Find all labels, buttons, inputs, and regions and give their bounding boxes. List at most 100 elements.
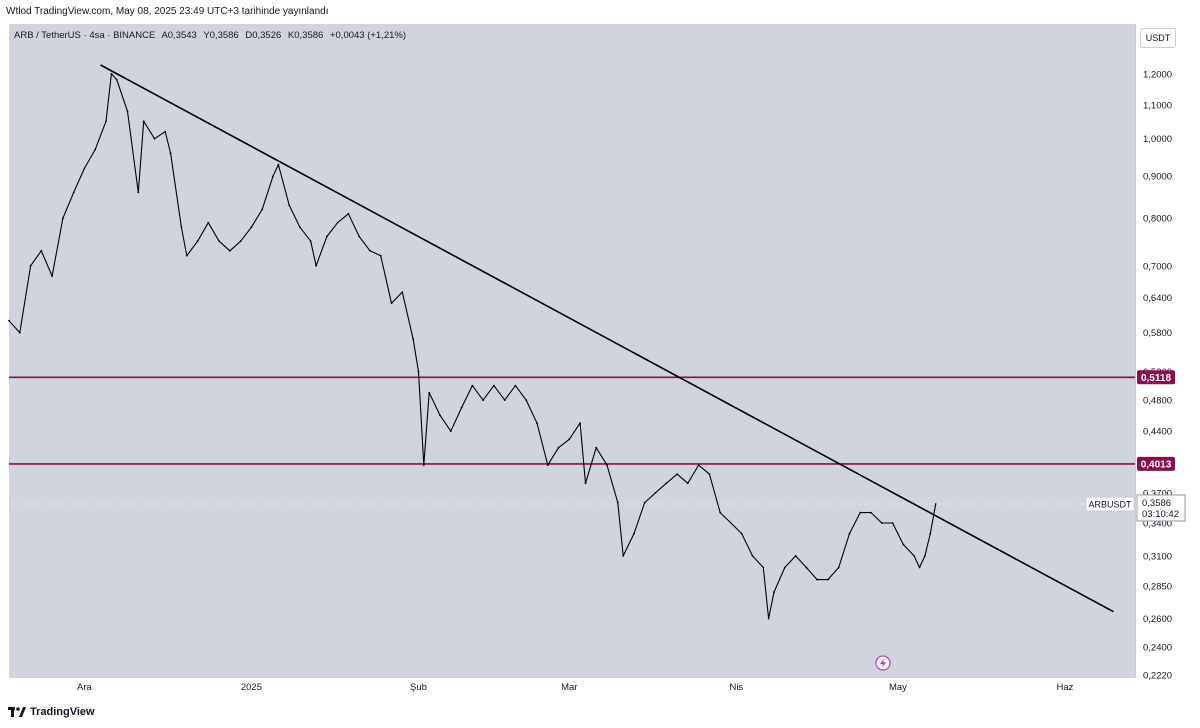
price-tick-label: 1,2000 bbox=[1143, 69, 1172, 80]
price-point-75 bbox=[751, 555, 754, 557]
price-point-95 bbox=[934, 503, 937, 505]
price-axis[interactable] bbox=[1135, 24, 1200, 678]
price-point-26 bbox=[261, 208, 264, 211]
price-point-1 bbox=[18, 331, 21, 334]
price-point-64 bbox=[633, 532, 635, 535]
price-point-23 bbox=[229, 249, 231, 252]
price-point-30 bbox=[299, 226, 301, 229]
price-tick-label: 1,0000 bbox=[1143, 134, 1172, 145]
chart-pane[interactable] bbox=[9, 24, 1135, 678]
price-point-10 bbox=[110, 72, 113, 75]
price-point-55 bbox=[546, 464, 549, 466]
price-point-43 bbox=[422, 464, 425, 466]
trendline[interactable] bbox=[100, 64, 1114, 613]
price-tick-label: 0,8000 bbox=[1143, 214, 1172, 225]
tradingview-logo-icon bbox=[8, 706, 26, 717]
price-tick-label: 0,2220 bbox=[1143, 670, 1172, 681]
price-point-84 bbox=[837, 566, 840, 569]
level-price-label-1: 0,4013 bbox=[1141, 459, 1172, 470]
currency-button[interactable]: USDT bbox=[1140, 28, 1176, 48]
price-point-77 bbox=[767, 617, 770, 620]
last-price-tag bbox=[1136, 494, 1186, 522]
price-point-72 bbox=[719, 511, 722, 514]
price-tick-label: 0,2850 bbox=[1143, 581, 1172, 592]
price-point-58 bbox=[579, 422, 581, 424]
price-point-35 bbox=[347, 212, 350, 215]
price-point-60 bbox=[595, 446, 598, 449]
price-point-6 bbox=[72, 191, 75, 194]
price-point-91 bbox=[913, 555, 915, 557]
published-by-text: Wtlod TradingView.com, May 08, 2025 23:4… bbox=[6, 6, 329, 17]
symbol-info-line: ARB / TetherUS · 4sa · BINANCE A0,3543 Y… bbox=[14, 30, 410, 41]
price-point-22 bbox=[218, 240, 221, 243]
price-point-9 bbox=[105, 120, 107, 123]
price-tick-label: 0,5800 bbox=[1143, 328, 1172, 339]
symbol-pair[interactable]: ARB / TetherUS · 4sa · BINANCE bbox=[14, 30, 156, 41]
price-point-47 bbox=[460, 406, 463, 409]
price-point-56 bbox=[557, 446, 560, 449]
footer-brand-label: TradingView bbox=[30, 706, 95, 718]
price-point-92 bbox=[918, 566, 921, 569]
price-tick-label: 0,3700 bbox=[1143, 488, 1172, 499]
price-tick-label: 0,9000 bbox=[1143, 172, 1172, 183]
price-point-28 bbox=[277, 163, 280, 166]
price-point-85 bbox=[848, 532, 851, 535]
level-price-tag-0 bbox=[1137, 370, 1175, 385]
price-point-13 bbox=[137, 191, 140, 194]
price-point-51 bbox=[503, 399, 506, 401]
price-point-67 bbox=[665, 482, 668, 485]
price-point-40 bbox=[401, 291, 404, 293]
price-point-39 bbox=[390, 302, 393, 305]
price-point-44 bbox=[428, 391, 431, 394]
time-tick-label: Şub bbox=[410, 682, 427, 693]
price-tick-label: 0,4800 bbox=[1143, 396, 1172, 407]
price-point-57 bbox=[568, 438, 571, 441]
price-point-66 bbox=[654, 491, 657, 494]
price-point-33 bbox=[326, 235, 328, 238]
price-point-78 bbox=[773, 591, 775, 593]
level-price-tag-1 bbox=[1137, 456, 1175, 471]
price-point-14 bbox=[142, 120, 145, 123]
price-point-49 bbox=[482, 399, 484, 401]
lightning-icon[interactable] bbox=[880, 658, 886, 668]
price-point-34 bbox=[336, 221, 339, 224]
price-point-61 bbox=[606, 464, 608, 466]
price-point-82 bbox=[816, 578, 818, 581]
price-point-4 bbox=[51, 275, 53, 277]
price-point-3 bbox=[40, 249, 43, 252]
price-point-29 bbox=[288, 204, 291, 207]
bar-countdown: 03:10:42 bbox=[1142, 509, 1179, 520]
price-point-87 bbox=[870, 511, 872, 514]
price-point-65 bbox=[643, 501, 646, 504]
time-axis[interactable] bbox=[9, 678, 1135, 698]
price-tick-label: 0,4400 bbox=[1143, 427, 1172, 438]
price-tick-label: 0,3400 bbox=[1143, 518, 1172, 529]
price-point-32 bbox=[315, 264, 317, 267]
price-point-27 bbox=[272, 175, 274, 178]
time-tick-label: Haz bbox=[1057, 682, 1074, 693]
price-tick-label: 0,3100 bbox=[1143, 551, 1172, 562]
price-point-48 bbox=[471, 384, 474, 387]
price-point-62 bbox=[616, 501, 619, 504]
price-tick-label: 0,6400 bbox=[1143, 293, 1172, 304]
price-point-21 bbox=[207, 221, 210, 224]
time-tick-label: Mar bbox=[561, 682, 577, 693]
price-point-88 bbox=[880, 522, 883, 524]
price-point-52 bbox=[514, 384, 517, 387]
price-tick-label: 0,2600 bbox=[1143, 614, 1172, 625]
price-point-50 bbox=[493, 384, 495, 387]
price-point-8 bbox=[94, 148, 97, 151]
price-point-16 bbox=[164, 130, 167, 133]
price-point-25 bbox=[250, 226, 253, 229]
price-point-45 bbox=[439, 414, 441, 417]
price-point-74 bbox=[740, 532, 743, 535]
time-tick-label: Ara bbox=[77, 682, 93, 693]
price-point-19 bbox=[185, 254, 188, 257]
price-point-15 bbox=[153, 137, 156, 140]
last-price-value: 0,3586 bbox=[1142, 498, 1171, 509]
price-point-37 bbox=[369, 249, 371, 252]
last-price-symbol-tag bbox=[1085, 496, 1135, 512]
price-point-79 bbox=[783, 566, 786, 569]
price-point-94 bbox=[929, 532, 932, 535]
